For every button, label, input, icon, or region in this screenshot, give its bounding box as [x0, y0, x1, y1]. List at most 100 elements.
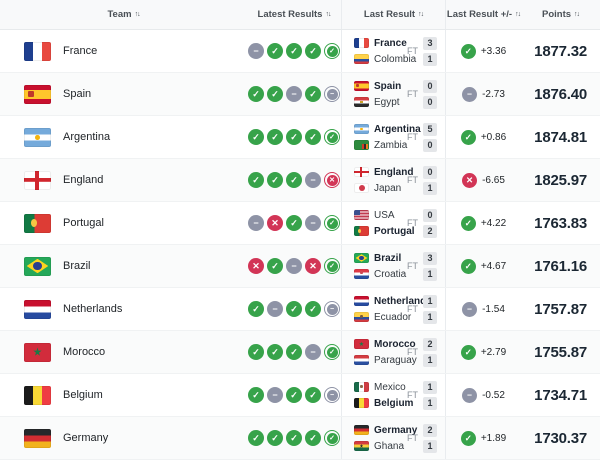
column-header-latest-results[interactable]: Latest Results ↑↓: [247, 0, 341, 29]
latest-results-cell: ✓ ✓ − ✓ −: [247, 73, 341, 115]
win-icon: ✓: [286, 301, 302, 317]
flag-belgium-icon: [24, 385, 51, 405]
latest-results-cell: − ✕ ✓ − ✓: [247, 202, 341, 244]
last-result-cell: USA Portugal FT 0 2: [341, 202, 446, 244]
win-icon: ✓: [248, 301, 264, 317]
team-row-morocco[interactable]: Morocco ✓ ✓ ✓ − ✓ Morocco Paraguay FT 2 1 ✓ +2.79 175…: [0, 331, 600, 374]
team-cell: Argentina: [0, 116, 247, 158]
latest-results-cell: ✓ ✓ ✓ − ✓: [247, 331, 341, 373]
ft-label: FT: [407, 175, 418, 185]
home-score: 0: [423, 208, 437, 222]
delta-value: +1.89: [480, 432, 507, 444]
latest-draw-icon: −: [324, 86, 340, 102]
flag-spain-icon: [354, 81, 369, 91]
match-team-line: Colombia: [354, 54, 416, 65]
match-team-line: Belgium: [354, 398, 413, 409]
flag-egypt-icon: [354, 97, 369, 107]
match-team-line: England: [354, 167, 413, 178]
team-row-france[interactable]: France − ✓ ✓ ✓ ✓ France Colombia FT 3 1 ✓ +3.36 1877.…: [0, 30, 600, 73]
team-row-spain[interactable]: Spain ✓ ✓ − ✓ − Spain Egypt FT 0 0− -2.73 1876.40: [0, 73, 600, 116]
team-row-belgium[interactable]: Belgium ✓ − ✓ ✓ − Mexico Belgium FT 1 1− -0.52 1734.…: [0, 374, 600, 417]
win-icon: ✓: [267, 172, 283, 188]
match-team-name: Spain: [374, 80, 402, 92]
flag-usa-icon: [354, 210, 369, 220]
points-value: 1757.87: [534, 300, 587, 318]
column-header-last-result[interactable]: Last Result ↑↓: [341, 0, 446, 29]
team-row-england[interactable]: England ✓ ✓ ✓ − ✕ England Japan FT 0 1 ✕ -6.65 1825.9…: [0, 159, 600, 202]
home-score: 2: [423, 423, 437, 437]
team-cell: Belgium: [0, 374, 247, 416]
match-team-line: Germany: [354, 425, 417, 436]
home-score: 3: [423, 251, 437, 265]
match-teams: England Japan: [354, 167, 413, 194]
team-cell: England: [0, 159, 247, 201]
last-result-delta-cell: − -0.52: [446, 374, 521, 416]
team-row-brazil[interactable]: Brazil ✕ ✓ − ✕ ✓ Brazil Croatia FT 3 1 ✓ +4.67 1761.1…: [0, 245, 600, 288]
match-team-name: Paraguay: [374, 354, 417, 366]
ft-label: FT: [407, 304, 418, 314]
match-team-name: Brazil: [374, 252, 402, 264]
win-icon: ✓: [248, 430, 264, 446]
last-result-delta-cell: ✓ +1.89: [446, 417, 521, 459]
delta-value: +2.79: [480, 346, 507, 358]
draw-icon: −: [462, 387, 478, 403]
ft-label: FT: [407, 218, 418, 228]
latest-draw-icon: −: [324, 301, 340, 317]
flag-belgium-icon: [354, 398, 369, 408]
team-row-argentina[interactable]: Argentina ✓ ✓ ✓ ✓ ✓ Argentina Zambia FT 5 0 ✓ +0.86 1…: [0, 116, 600, 159]
flag-brazil-icon: [24, 256, 51, 276]
draw-icon: −: [462, 301, 478, 317]
flag-ecuador-icon: [354, 312, 369, 322]
loss-icon: ✕: [267, 215, 283, 231]
flag-france-icon: [24, 41, 51, 61]
match-team-name: Morocco: [374, 338, 416, 350]
match-team-name: Zambia: [374, 139, 408, 151]
team-row-germany[interactable]: Germany ✓ ✓ ✓ ✓ ✓ Germany Ghana FT 2 1 ✓ +1.89 1730.3…: [0, 417, 600, 460]
team-row-netherlands[interactable]: Netherlands ✓ − ✓ ✓ − Netherlands Ecuador FT 1 1− -…: [0, 288, 600, 331]
match-team-name: Mexico: [374, 381, 406, 393]
latest-results-cell: ✓ ✓ ✓ ✓ ✓: [247, 417, 341, 459]
last-result-delta-cell: ✓ +2.79: [446, 331, 521, 373]
match-team-line: Ghana: [354, 441, 404, 452]
flag-zambia-icon: [354, 140, 369, 150]
column-header-label: Last Result +/-: [446, 9, 513, 20]
column-header-label: Last Result: [363, 9, 416, 20]
flag-germany-icon: [24, 428, 51, 448]
ft-label: FT: [407, 89, 418, 99]
points-cell: 1755.87: [521, 331, 600, 373]
match-team-line: Brazil: [354, 253, 403, 264]
points-value: 1761.16: [534, 257, 587, 275]
ft-label: FT: [407, 46, 418, 56]
last-result-delta-cell: − -1.54: [446, 288, 521, 330]
column-header-label: Team: [107, 9, 132, 20]
sort-icon: ↑↓: [418, 11, 424, 18]
match-team-name: England: [374, 166, 414, 178]
draw-icon: −: [248, 43, 264, 59]
win-icon: ✓: [305, 430, 321, 446]
team-row-portugal[interactable]: Portugal − ✕ ✓ − ✓ USA Portugal FT 0 2 ✓ +4.22 1763.8…: [0, 202, 600, 245]
sort-icon: ↑↓: [134, 11, 141, 18]
win-icon: ✓: [267, 129, 283, 145]
flag-portugal-icon: [24, 213, 51, 233]
latest-results-cell: ✓ ✓ ✓ − ✕: [247, 159, 341, 201]
points-value: 1730.37: [534, 429, 587, 447]
points-value: 1755.87: [534, 343, 587, 361]
win-icon: ✓: [267, 258, 283, 274]
column-header-team[interactable]: Team ↑↓: [0, 0, 247, 29]
points-value: 1874.81: [534, 128, 587, 146]
points-cell: 1734.71: [521, 374, 600, 416]
win-icon: ✓: [286, 172, 302, 188]
column-header-last-result-delta[interactable]: Last Result +/- ↑↓: [446, 0, 521, 29]
away-score: 1: [423, 396, 437, 410]
sort-icon: ↑↓: [515, 11, 521, 18]
match-team-line: Mexico: [354, 381, 406, 393]
match-team-line: USA: [354, 210, 403, 221]
win-icon: ✓: [286, 430, 302, 446]
win-icon: ✓: [305, 387, 321, 403]
column-header-points[interactable]: Points ↑↓: [521, 0, 600, 29]
match-team-name: Argentina: [374, 123, 421, 135]
